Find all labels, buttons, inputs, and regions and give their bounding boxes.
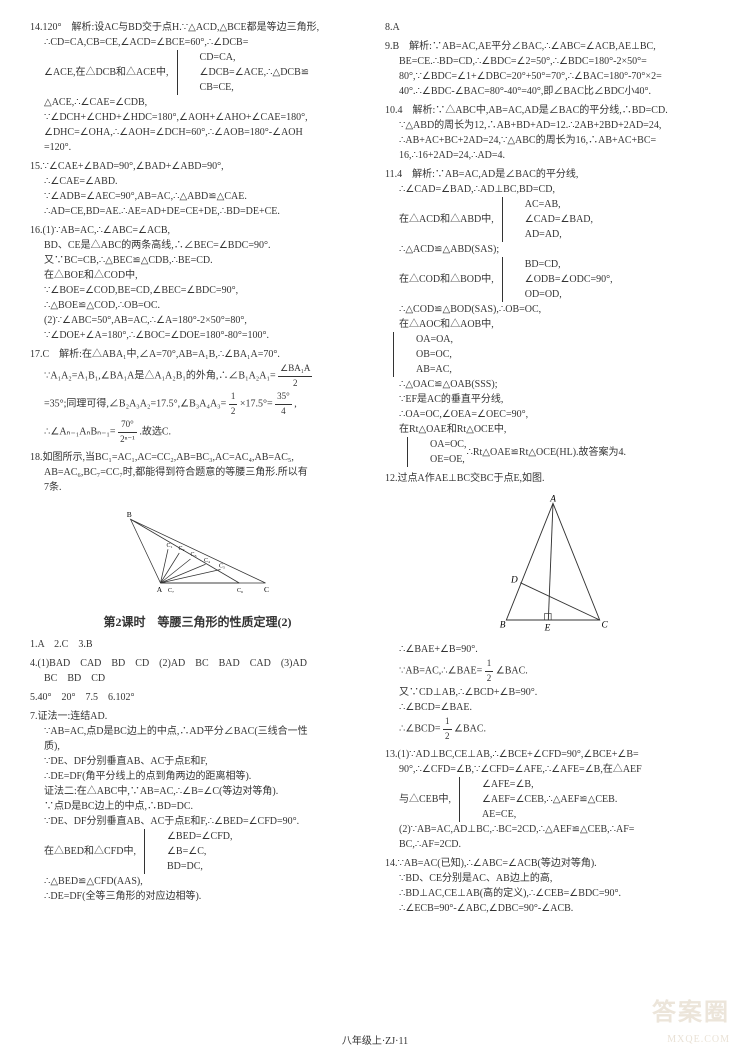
svg-text:C₃: C₃ xyxy=(190,552,196,558)
right-column: 8.A 9.B 解析:∵AB=AC,AE平分∠BAC,∴∠ABC=∠ACB,AE… xyxy=(385,20,720,920)
question-7: 7.证法一:连结AD. ∵AB=AC,点D是BC边上的中点,∴AD平分∠BAC(… xyxy=(30,709,365,904)
q17-line2: ∵A₁A₂=A₁B₁,∠BA₁A是△A₁A₂B₁的外角,∴∠B₁A₂A₁= ∠B… xyxy=(30,362,365,390)
q7-line4: ∵DE、DF分别垂直AB、AC于点E和F, xyxy=(30,754,365,769)
svg-text:C₁: C₁ xyxy=(166,543,172,549)
question-4: 4.(1)BAD CAD BD CD (2)AD BC BAD CAD (3)A… xyxy=(30,656,365,686)
q7-line11: ∴DE=DF(全等三角形的对应边相等). xyxy=(30,889,365,904)
q18-line3: 7条. xyxy=(30,480,365,495)
svg-text:C₂: C₂ xyxy=(178,546,184,552)
q7-brace-row: 在△BED和△CFD中, ∠BED=∠CFD, ∠B=∠C, BD=DC, xyxy=(30,829,365,874)
q15-line4: ∴AD=CE,BD=AE.∴AE=AD+DE=CE+DE,∴BD=DE+CE. xyxy=(30,204,365,219)
question-9: 9.B 解析:∵AB=AC,AE平分∠BAC,∴∠ABC=∠ACB,AE⊥BC,… xyxy=(385,39,720,99)
q16-line5: ∵∠BOE=∠COD,BE=CD,∠BEC=∠BDC=90°, xyxy=(30,283,365,298)
q16-line4: 在△BOE和△COD中, xyxy=(30,268,365,283)
q16-line7: (2)∵∠ABC=50°,AB=AC,∴∠A=180°-2×50°=80°, xyxy=(30,313,365,328)
watermark: 答案圈 xyxy=(652,995,730,1031)
question-10: 10.4 解析:∵△ABC中,AB=AC,AD是∠BAC的平分线,∴BD=CD.… xyxy=(385,103,720,163)
q16-line2: BD、CE是△ABC的两条高线,∴∠BEC=∠BDC=90°. xyxy=(30,238,365,253)
fraction: ∠BA₁A2 xyxy=(278,362,312,390)
q14-brace-row: ∠ACE,在△DCB和△ACE中, CD=CA, ∠DCB=∠ACE,∴△DCB… xyxy=(30,50,365,95)
q15-line3: ∵∠ADB=∠AEC=90°,AB=AC,∴△ABD≌△CAE. xyxy=(30,189,365,204)
q7-line2: ∵AB=AC,点D是BC边上的中点,∴AD平分∠BAC(三线合一性 xyxy=(30,724,365,739)
question-5-6: 5.40° 20° 7.5 6.102° xyxy=(30,690,365,705)
question-12: 12.过点A作AE⊥BC交BC于点E,如图. A B C D E ∴∠BAE+∠… xyxy=(385,471,720,743)
svg-text:E: E xyxy=(543,623,550,633)
question-16: 16.(1)∵AB=AC,∴∠ABC=∠ACB, BD、CE是△ABC的两条高线… xyxy=(30,223,365,343)
svg-text:A: A xyxy=(549,494,556,504)
svg-text:C₇: C₇ xyxy=(168,588,174,594)
fraction: 12 xyxy=(229,390,238,418)
left-column: 14.120° 解析:设AC与BD交于点H.∵△ACD,△BCE都是等边三角形,… xyxy=(30,20,365,920)
q14-brace1: CD=CA, ∠DCB=∠ACE,∴△DCB≌ CB=CE, xyxy=(177,50,310,95)
question-13: 13.(1)∵AD⊥BC,CE⊥AB,∴∠BCE+∠CFD=90°,∠BCE+∠… xyxy=(385,747,720,852)
question-15: 15.∵∠CAE+∠BAD=90°,∠BAD+∠ABD=90°, ∴∠CAE=∠… xyxy=(30,159,365,219)
svg-text:C: C xyxy=(264,585,269,594)
fraction: 70°2ⁿ⁻¹ xyxy=(118,418,137,446)
q7-line10: ∴△BED≌△CFD(AAS), xyxy=(30,874,365,889)
q13-brace: ∠AFE=∠B, ∠AEF=∠CEB,∴△AEF≌△CEB. AE=CE, xyxy=(459,777,617,822)
q18-line2: AB=AC₆,BC₇=CC₇时,都能得到符合题意的等腰三角形.所以有 xyxy=(30,465,365,480)
q16-line1: 16.(1)∵AB=AC,∴∠ABC=∠ACB, xyxy=(30,223,365,238)
q18-line1: 18.如图所示,当BC₁=AC₁,AC=CC₂,AB=BC₃,AC=AC₄,AB… xyxy=(30,450,365,465)
q17-line4: ∴∠Aₙ₋₁AₙBₙ₋₁= 70°2ⁿ⁻¹ .故选C. xyxy=(30,418,365,446)
q11-brace3: OA=OA, OB=OC, AB=AC, xyxy=(393,332,720,377)
q14-line2b: ∠ACE,在△DCB和△ACE中, xyxy=(44,65,169,80)
question-18: 18.如图所示,当BC₁=AC₁,AC=CC₂,AB=BC₃,AC=AC₄,AB… xyxy=(30,450,365,495)
svg-text:A: A xyxy=(156,585,162,594)
q7-line5: ∴DE=DF(角平分线上的点到角两边的距离相等). xyxy=(30,769,365,784)
q11-brace2: BD=CD, ∠ODB=∠ODC=90°, OD=OD, xyxy=(502,257,613,302)
q17-line3: =35°;同理可得,∠B₂A₃A₂=17.5°,∠B₃A₄A₃= 12 ×17.… xyxy=(30,390,365,418)
watermark-url: MXQE.COM xyxy=(667,1032,730,1047)
svg-text:C₆: C₆ xyxy=(237,588,243,594)
question-14b: 14.∵AB=AC(已知),∴∠ABC=∠ACB(等边对等角). ∵BD、CE分… xyxy=(385,856,720,916)
q7-line7: ∵点D是BC边上的中点,∴BD=DC. xyxy=(30,799,365,814)
q16-line8: ∵∠DOE+∠A=180°,∴∠BOC=∠DOE=180°-80°=100°. xyxy=(30,328,365,343)
q15-line2: ∴∠CAE=∠ABD. xyxy=(30,174,365,189)
q11-brace1: AC=AB, ∠CAD=∠BAD, AD=AD, xyxy=(502,197,593,242)
q14-line4: ∵∠DCH+∠CHD+∠HDC=180°,∠AOH+∠AHO+∠CAE=180°… xyxy=(30,110,365,125)
triangle-diagram-2: A B C D E xyxy=(488,494,618,634)
svg-text:C₄: C₄ xyxy=(204,558,210,564)
triangle-diagram-1: B A C C₁ C₂ C₃ C₄ C₅ C₆ C₇ xyxy=(123,503,273,603)
svg-text:D: D xyxy=(510,576,518,586)
q14-line2: ∴CD=CA,CB=CE,∠ACD=∠BCE=60°,∴∠DCB= xyxy=(30,35,365,50)
fraction: 35°4 xyxy=(275,390,292,418)
q14-line6: =120°. xyxy=(30,140,365,155)
question-1-3: 1.A 2.C 3.B xyxy=(30,637,365,652)
question-14: 14.120° 解析:设AC与BD交于点H.∵△ACD,△BCE都是等边三角形,… xyxy=(30,20,365,155)
q16-line6: ∴△BOE≌△COD,∴OB=OC. xyxy=(30,298,365,313)
q14-line3: △ACE,∴∠CAE=∠CDB, xyxy=(30,95,365,110)
q17-line1: 17.C 解析:在△ABA₁中,∠A=70°,AB=A₁B,∴∠BA₁A=70°… xyxy=(30,347,365,362)
question-8: 8.A xyxy=(385,20,720,35)
fraction: 12 xyxy=(485,657,494,685)
q7-line6: 证法二:在△ABC中,∵AB=AC,∴∠B=∠C(等边对等角). xyxy=(30,784,365,799)
svg-text:B: B xyxy=(499,620,505,630)
section-2-title: 第2课时 等腰三角形的性质定理(2) xyxy=(30,613,365,631)
q7-brace: ∠BED=∠CFD, ∠B=∠C, BD=DC, xyxy=(144,829,233,874)
svg-text:B: B xyxy=(126,510,131,519)
q14-line5: ∠DHC=∠OHA,∴∠AOH=∠DCH=60°,∴∠AOB=180°-∠AOH xyxy=(30,125,365,140)
fraction: 12 xyxy=(443,715,452,743)
q16-line3: 又∵BC=CB,∴△BEC≌△CDB,∴BE=CD. xyxy=(30,253,365,268)
svg-text:C: C xyxy=(601,620,608,630)
svg-text:C₅: C₅ xyxy=(219,563,225,569)
question-11: 11.4 解析:∵AB=AC,AD是∠BAC的平分线, ∴∠CAD=∠BAD,∴… xyxy=(385,167,720,467)
page-footer: 八年级上·ZJ·11 xyxy=(0,1034,750,1049)
q7-line1: 7.证法一:连结AD. xyxy=(30,709,365,724)
q7-line3: 质), xyxy=(30,739,365,754)
q14-line1: 14.120° 解析:设AC与BD交于点H.∵△ACD,△BCE都是等边三角形, xyxy=(30,20,365,35)
q7-line8: ∵DE、DF分别垂直AB、AC于点E和F,∴∠BED=∠CFD=90°. xyxy=(30,814,365,829)
question-17: 17.C 解析:在△ABA₁中,∠A=70°,AB=A₁B,∴∠BA₁A=70°… xyxy=(30,347,365,446)
q15-line1: 15.∵∠CAE+∠BAD=90°,∠BAD+∠ABD=90°, xyxy=(30,159,365,174)
q11-brace4: OA=OC, OE=OE, xyxy=(407,437,466,467)
